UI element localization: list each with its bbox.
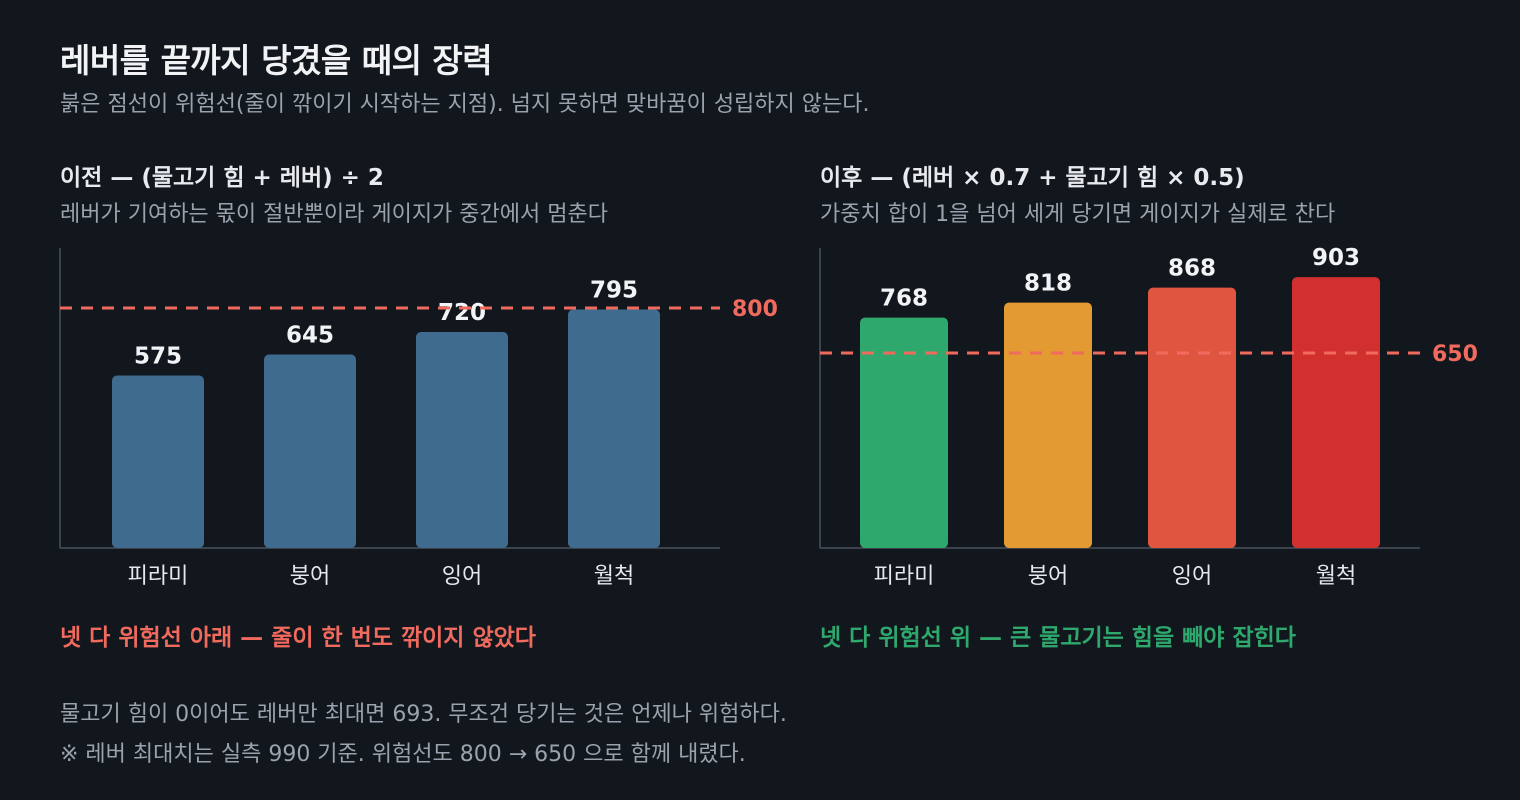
before-danger-line-label: 800 — [732, 297, 778, 322]
after-danger-line-label: 650 — [1432, 342, 1478, 367]
after-bar-chart: 768 피라미 818 붕어 868 잉어 903 월척 650 — [819, 245, 1478, 589]
footnote-2: ※ 레버 최대치는 실측 990 기준. 위험선도 800 → 650 으로 함… — [60, 742, 746, 767]
before-bar-chart: 575 피라미 645 붕어 720 잉어 795 월척 800 — [59, 248, 778, 589]
after-bar-3 — [1148, 287, 1236, 548]
footnote-1: 물고기 힘이 0이어도 레버만 최대면 693. 무조건 당기는 것은 언제나 … — [60, 702, 787, 727]
after-value-label-2: 818 — [1024, 271, 1072, 297]
left-chart-title: 이전 — (물고기 힘 + 레버) ÷ 2 — [60, 165, 384, 191]
page-subtitle: 붉은 점선이 위험선(줄이 깎이기 시작하는 지점). 넘지 못하면 맞바꿈이 … — [60, 92, 870, 117]
before-value-label-1: 575 — [134, 344, 182, 370]
left-chart-subtitle: 레버가 기여하는 몫이 절반뿐이라 게이지가 중간에서 멈춘다 — [60, 202, 608, 227]
after-category-label-4: 월척 — [1316, 564, 1356, 589]
after-bar-4 — [1292, 277, 1380, 548]
right-chart-title: 이후 — (레버 × 0.7 + 물고기 힘 × 0.5) — [820, 165, 1245, 191]
before-bar-2 — [264, 354, 356, 548]
before-category-label-2: 붕어 — [290, 564, 330, 589]
page-title: 레버를 끝까지 당겼을 때의 장력 — [60, 41, 493, 80]
after-category-label-3: 잉어 — [1172, 564, 1212, 589]
after-category-label-1: 피라미 — [874, 564, 935, 589]
before-bar-4 — [568, 309, 660, 548]
before-value-label-2: 645 — [286, 323, 334, 349]
after-value-label-1: 768 — [880, 286, 928, 312]
after-value-label-4: 903 — [1312, 245, 1360, 271]
right-verdict: 넷 다 위험선 위 — 큰 물고기는 힘을 빼야 잡힌다 — [820, 625, 1296, 651]
before-bar-1 — [112, 375, 204, 548]
after-bar-1 — [860, 317, 948, 548]
after-value-label-3: 868 — [1168, 256, 1216, 282]
before-category-label-4: 월척 — [594, 564, 634, 589]
after-bar-2 — [1004, 302, 1092, 548]
before-category-label-3: 잉어 — [442, 564, 482, 589]
before-bar-3 — [416, 332, 508, 548]
right-chart-subtitle: 가중치 합이 1을 넘어 세게 당기면 게이지가 실제로 찬다 — [820, 202, 1336, 227]
before-value-label-4: 795 — [590, 278, 638, 304]
before-category-label-1: 피라미 — [128, 564, 189, 589]
left-verdict: 넷 다 위험선 아래 — 줄이 한 번도 깎이지 않았다 — [60, 625, 536, 651]
before-value-label-3: 720 — [438, 300, 486, 326]
after-category-label-2: 붕어 — [1028, 564, 1068, 589]
